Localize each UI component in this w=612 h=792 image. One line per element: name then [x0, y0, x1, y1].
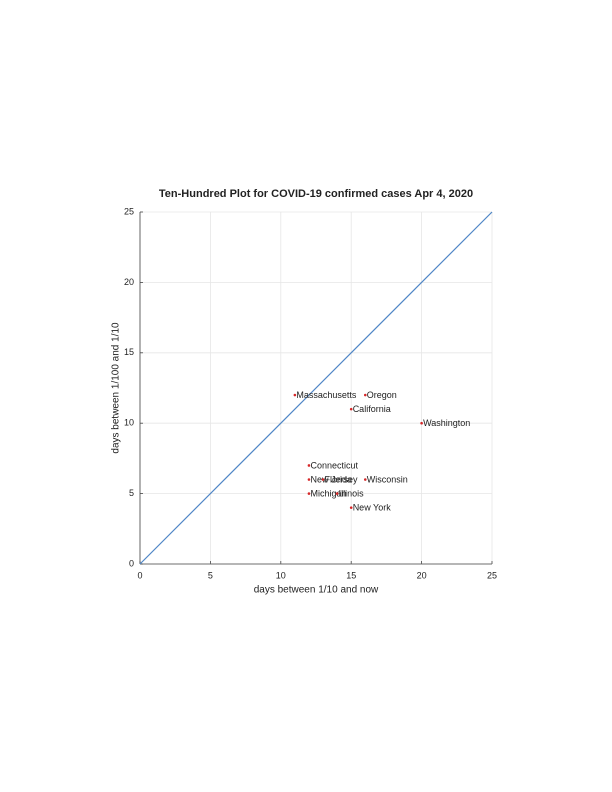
point: [363, 393, 367, 397]
reference-line: [139, 211, 493, 565]
x-tick-label: 0: [137, 570, 142, 580]
point: [293, 393, 297, 397]
point-label: Florida: [325, 474, 353, 484]
point-label: New Jersey: [310, 474, 358, 484]
x-tick-label: 10: [276, 570, 286, 580]
point: [307, 492, 311, 495]
point: [321, 478, 325, 481]
y-tick-label: 0: [129, 558, 134, 568]
point-label: Michigan: [310, 488, 346, 498]
point: [349, 407, 353, 411]
point-label: Massachusetts: [296, 390, 357, 400]
y-axis-label: days between 1/100 and 1/10: [111, 322, 122, 454]
x-tick-label: 20: [417, 570, 427, 580]
x-axis-label: days between 1/10 and now: [254, 585, 379, 596]
y-tick-label: 10: [124, 418, 134, 428]
y-tick-label: 15: [124, 347, 134, 357]
point-label: New York: [353, 503, 392, 513]
point-label: California: [353, 404, 391, 414]
point: [363, 478, 367, 481]
x-tick-label: 25: [487, 570, 497, 580]
point: [307, 464, 311, 467]
point: [335, 492, 339, 495]
point-label: Illinois: [339, 488, 365, 498]
point-label: Washington: [423, 418, 470, 428]
y-tick-label: 20: [124, 277, 134, 287]
point: [349, 506, 353, 509]
chart-title: Ten-Hundred Plot for COVID-19 confirmed …: [159, 188, 473, 200]
y-tick-label: 25: [124, 206, 134, 216]
x-tick-label: 15: [346, 570, 356, 580]
point-label: Oregon: [367, 390, 397, 400]
point-label: Connecticut: [310, 460, 358, 470]
y-tick-label: 5: [129, 488, 134, 498]
point: [420, 421, 423, 425]
point-label: Wisconsin: [367, 474, 408, 484]
point: [307, 478, 311, 481]
x-tick-label: 5: [208, 570, 213, 580]
